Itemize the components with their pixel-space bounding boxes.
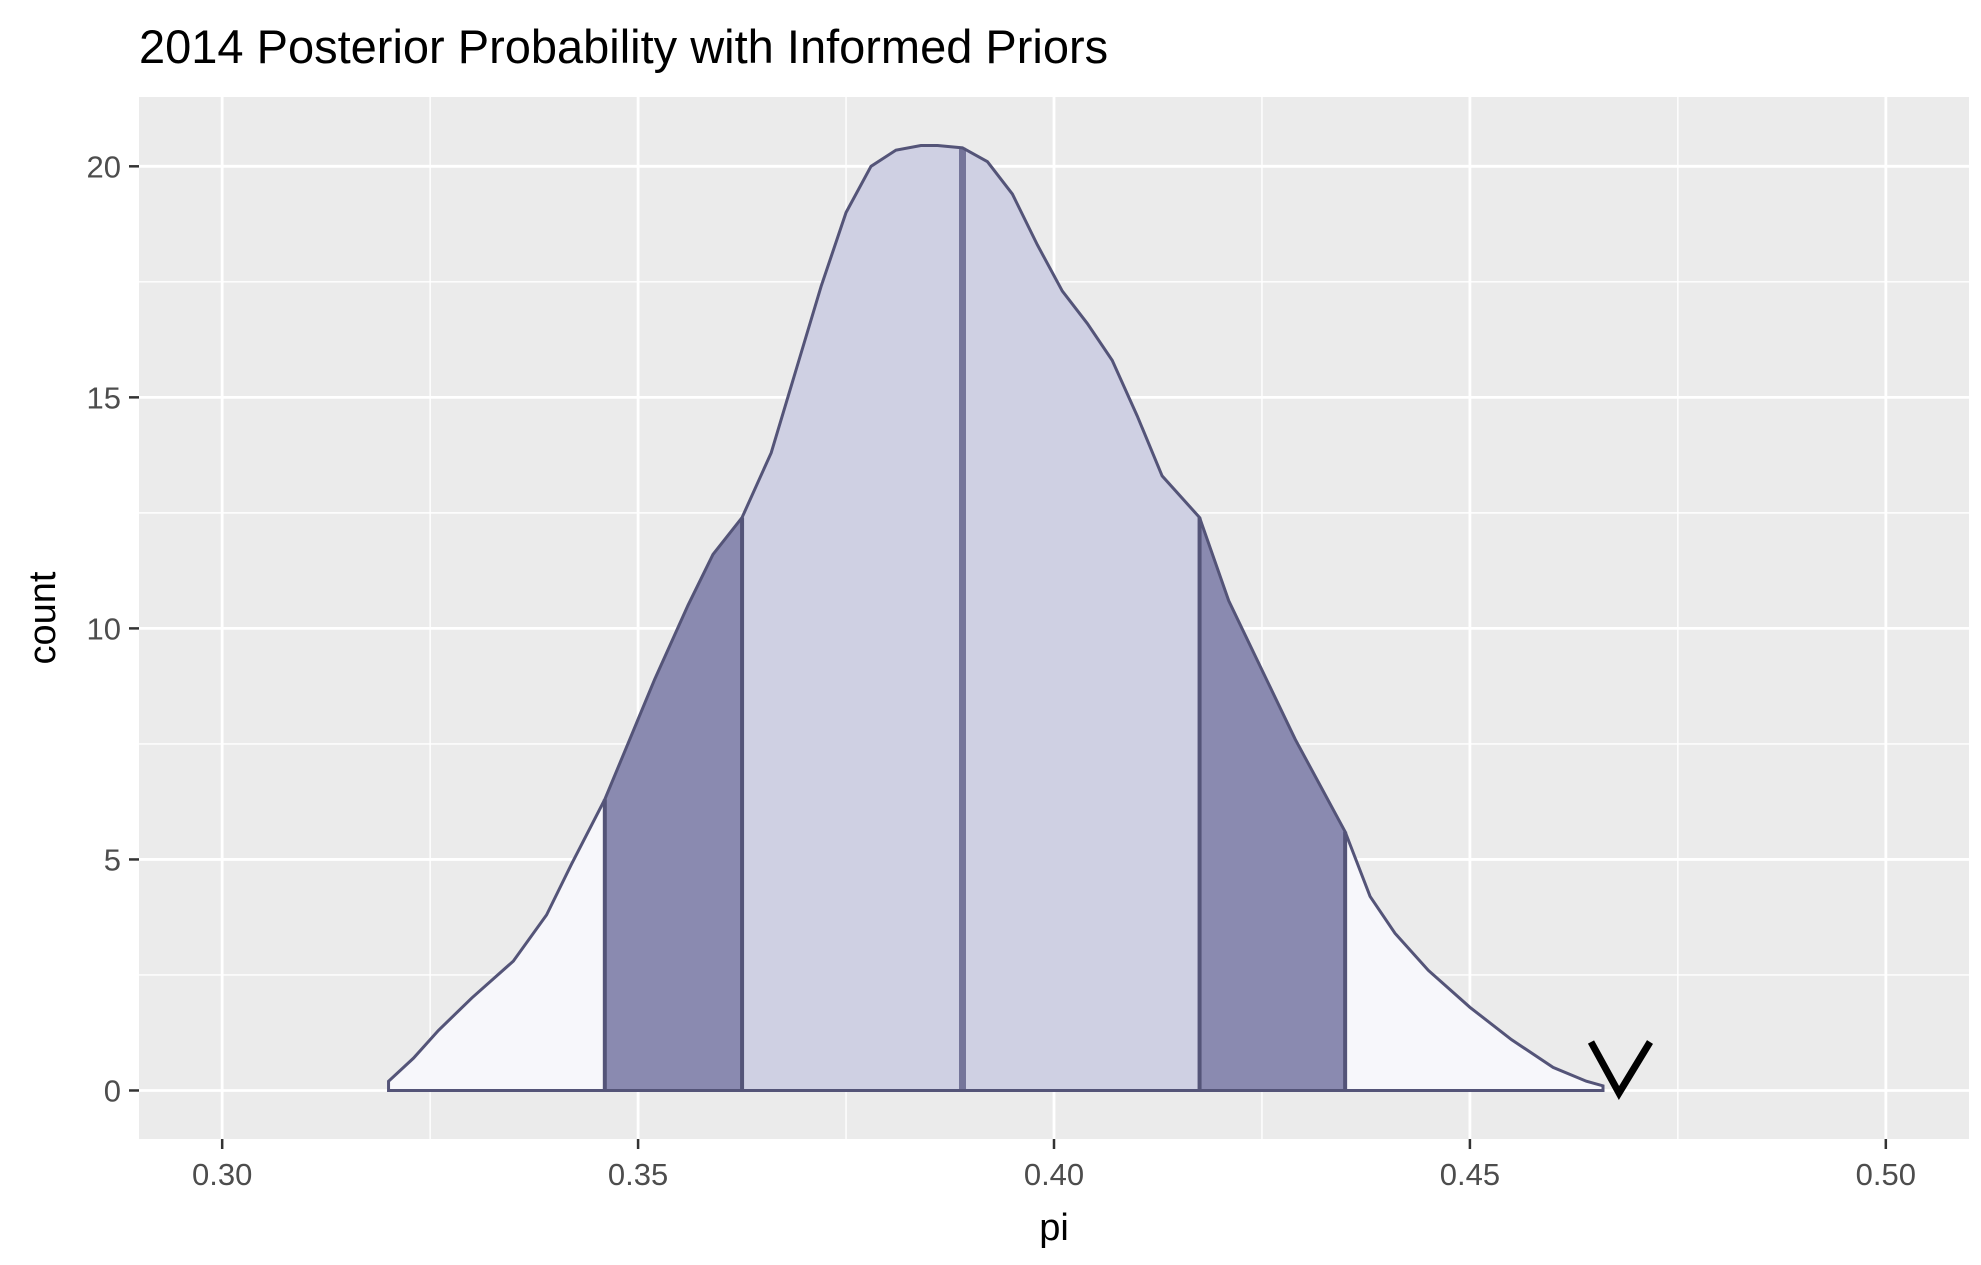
density-region-2 [604, 517, 743, 1091]
y-tick-label: 20 [87, 149, 121, 184]
x-tick-label: 0.50 [1856, 1157, 1916, 1192]
y-tick-label: 15 [87, 380, 121, 415]
density-region-4 [1199, 517, 1346, 1091]
x-tick-label: 0.35 [608, 1157, 668, 1192]
density-region-5 [1345, 831, 1603, 1091]
density-outline [387, 144, 1605, 1092]
y-tick-label: 5 [104, 842, 121, 877]
x-axis: 0.30 0.35 0.40 0.45 0.50 [192, 1139, 1916, 1192]
quantile-lines [602, 147, 1348, 1091]
y-axis: 0 5 10 15 20 [87, 149, 139, 1108]
y-tick-label: 10 [87, 611, 121, 646]
chart-title: 2014 Posterior Probability with Informed… [139, 20, 1108, 73]
density-regions [388, 145, 1603, 1091]
x-tick-label: 0.40 [1024, 1157, 1084, 1192]
density-region-3 [742, 145, 1200, 1091]
arrow-marker-icon [1587, 1040, 1653, 1100]
x-axis-title: pi [1039, 1207, 1069, 1249]
density-region-1 [388, 799, 605, 1091]
y-axis-title: count [22, 571, 64, 664]
y-tick-label: 0 [104, 1073, 121, 1108]
x-tick-label: 0.45 [1440, 1157, 1500, 1192]
x-tick-label: 0.30 [192, 1157, 252, 1192]
